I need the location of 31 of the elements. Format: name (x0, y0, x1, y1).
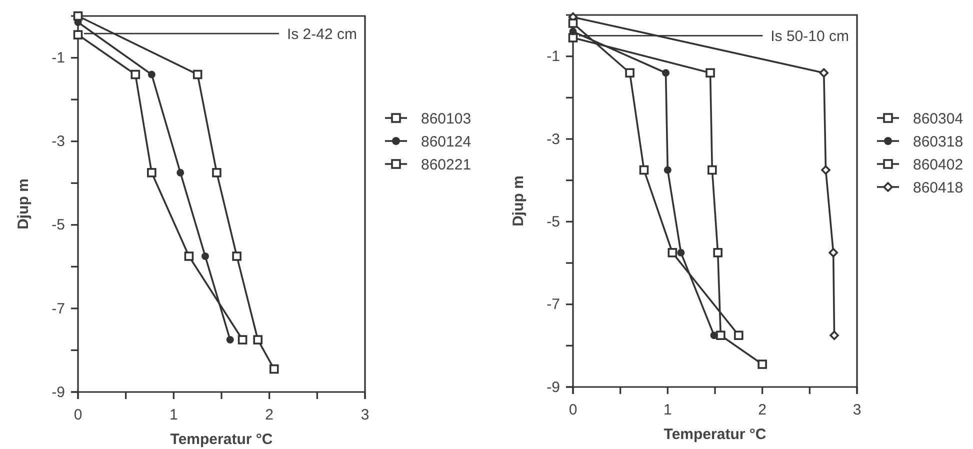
y-tick-label: -7 (546, 296, 560, 314)
y-tick-label: -1 (546, 48, 560, 66)
y-tick-label: -9 (52, 384, 65, 401)
y-tick-label: -7 (52, 300, 65, 318)
annotation: Is 2-42 cm (286, 26, 357, 43)
y-tick-label: -9 (546, 378, 560, 396)
legend-label: 860124 (421, 133, 472, 150)
legend-label: 860221 (421, 156, 472, 174)
y-tick-label: -3 (546, 130, 560, 148)
x-tick-label: 1 (169, 406, 178, 424)
legend-label: 860304 (913, 110, 964, 128)
y-axis-title: Djup m (510, 176, 527, 226)
x-axis-title: Temperatur °C (170, 431, 273, 448)
x-tick-label: 2 (265, 406, 274, 424)
legend-label: 860318 (913, 133, 964, 150)
x-tick-label: 3 (852, 402, 862, 419)
x-tick-label: 2 (758, 402, 767, 419)
legend-label: 860418 (913, 179, 964, 196)
legend-label: 860103 (421, 110, 472, 128)
y-tick-label: -1 (52, 50, 65, 67)
legend-label: 860402 (913, 156, 964, 174)
x-tick-label: 0 (74, 406, 82, 424)
y-tick-label: -5 (546, 213, 560, 230)
y-tick-label: -3 (52, 133, 65, 150)
x-tick-label: 0 (568, 402, 578, 419)
y-tick-label: -5 (52, 216, 65, 234)
x-tick-label: 3 (360, 406, 370, 424)
y-axis-title: Djup m (15, 178, 32, 230)
annotation: Is 50-10 cm (770, 28, 849, 45)
x-tick-label: 1 (663, 402, 672, 419)
x-axis-title: Temperatur °C (664, 426, 766, 443)
